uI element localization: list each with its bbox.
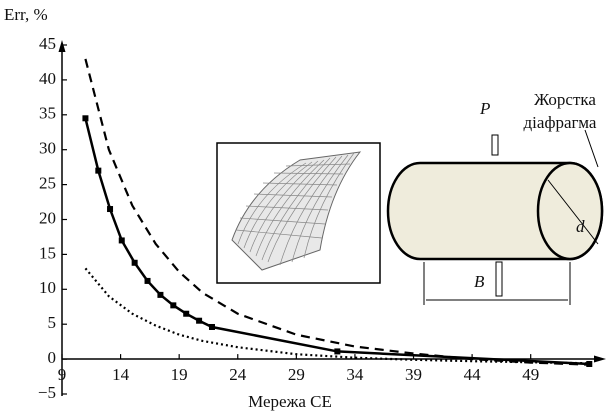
marker	[183, 311, 189, 317]
marker	[107, 206, 113, 212]
x-tick-label: 19	[171, 365, 188, 384]
annotation: B	[474, 272, 485, 291]
annotation: d	[576, 217, 585, 236]
marker	[209, 324, 215, 330]
x-tick-label: 39	[405, 365, 422, 384]
marker	[95, 168, 101, 174]
chart: Err, % Мережа СЕ P Жорстка діафрагма	[0, 0, 613, 414]
marker	[157, 292, 163, 298]
x-tick-label: 9	[58, 365, 67, 384]
cylinder	[388, 130, 602, 305]
y-tick-label: 15	[39, 243, 56, 262]
marker	[334, 348, 340, 354]
annotation: діафрагма	[524, 113, 597, 132]
x-tick-label: 14	[112, 365, 130, 384]
x-tick-label: 34	[346, 365, 364, 384]
marker	[119, 237, 125, 243]
y-tick-label: 30	[39, 139, 56, 158]
y-tick-label: 10	[39, 278, 56, 297]
x-tick-label: 49	[522, 365, 539, 384]
marker	[170, 302, 176, 308]
x-tick-label: 24	[229, 365, 247, 384]
annotation: Жорстка	[534, 90, 596, 109]
y-tick-label: 0	[48, 348, 57, 367]
annotation: P	[479, 99, 490, 118]
x-tick-label: 44	[464, 365, 482, 384]
y-tick-label: −5	[38, 383, 56, 402]
x-axis-label: Мережа СЕ	[248, 392, 332, 411]
y-tick-label: 5	[48, 313, 57, 332]
mesh-inset	[217, 143, 380, 283]
marker	[145, 278, 151, 284]
marker	[132, 260, 138, 266]
x-tick-label: 29	[288, 365, 305, 384]
y-tick-label: 45	[39, 34, 56, 53]
y-axis-label: Err, %	[4, 5, 48, 24]
y-tick-label: 35	[39, 104, 56, 123]
y-tick-label: 25	[39, 174, 56, 193]
marker	[196, 318, 202, 324]
y-tick-label: 20	[39, 208, 56, 227]
y-tick-label: 40	[39, 69, 56, 88]
marker	[82, 115, 88, 121]
